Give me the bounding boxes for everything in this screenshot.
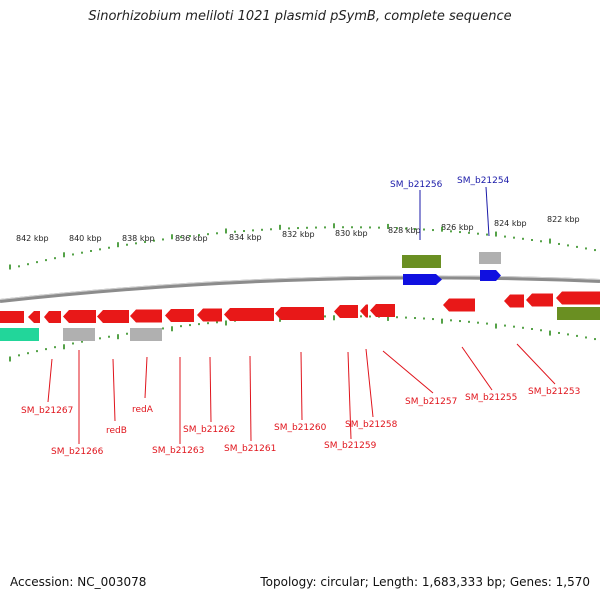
cds-arrows [0, 291, 600, 323]
gene-label-sm-b21255[interactable]: SM_b21255 [465, 393, 517, 403]
cds-arrow [165, 309, 194, 322]
scale-label-828: 828 kbp [388, 226, 421, 235]
cds-arrow [275, 307, 324, 320]
cds-arrow [526, 293, 553, 307]
gene-label-redb[interactable]: redB [106, 426, 127, 436]
scale-label-842: 842 kbp [16, 234, 49, 243]
leader-line-redb [112, 358, 116, 422]
plasmid-backbone-highlight [0, 275, 600, 300]
leader-line-sm-b21259 [347, 351, 352, 440]
map-title: Sinorhizobium meliloti 1021 plasmid pSym… [88, 9, 512, 24]
accession-text: Accession: NC_003078 [10, 575, 147, 589]
scale-label-826: 826 kbp [441, 223, 474, 232]
gene-label-sm-b21258[interactable]: SM_b21258 [345, 420, 398, 430]
scale-label-830: 830 kbp [335, 229, 368, 238]
scale-label-834: 834 kbp [229, 233, 262, 242]
gene-label-sm-b21262[interactable]: SM_b21262 [183, 425, 235, 435]
cds-arrow [130, 309, 162, 323]
cds-arrow [63, 310, 96, 323]
cds-arrow [556, 291, 600, 305]
gene-label-sm-b21266[interactable]: SM_b21266 [51, 447, 104, 457]
gene-label-sm-b21254[interactable]: SM_b21254 [457, 176, 510, 186]
scale-ticks-top [9, 223, 596, 270]
scale-label-840: 840 kbp [69, 234, 102, 243]
feature-grey-bottom-2 [130, 328, 162, 341]
feature-grey-bottom-1 [63, 328, 95, 341]
feature-olive-bottom [557, 307, 600, 320]
gene-label-sm-b21257[interactable]: SM_b21257 [405, 397, 457, 407]
scale-label-836: 836 kbp [175, 234, 208, 243]
leader-line-sm-b21260 [300, 351, 303, 421]
gene-label-sm-b21260[interactable]: SM_b21260 [274, 423, 327, 433]
leader-line-sm-b21254 [485, 186, 490, 237]
leader-line-sm-b21253 [516, 343, 556, 385]
leader-line-sm-b21262 [209, 356, 212, 423]
cds-arrow [44, 311, 61, 323]
gene-label-sm-b21263[interactable]: SM_b21263 [152, 446, 204, 456]
leader-line-sm-b21258 [365, 348, 374, 418]
cds-arrow [0, 311, 24, 323]
cds-arrow [334, 305, 358, 318]
cds-arrow [504, 294, 524, 308]
gene-label-sm-b21259[interactable]: SM_b21259 [324, 441, 377, 451]
topology-summary-text: Topology: circular; Length: 1,683,333 bp… [260, 575, 590, 589]
cds-arrow [360, 304, 368, 318]
leader-line-sm-b21257 [382, 350, 434, 394]
gene-label-sm-b21253[interactable]: SM_b21253 [528, 387, 580, 397]
scale-label-832: 832 kbp [282, 230, 315, 239]
scale-label-824: 824 kbp [494, 219, 527, 228]
cds-arrow [224, 308, 274, 321]
gene-label-sm-b21261[interactable]: SM_b21261 [224, 444, 276, 454]
leader-line-sm-b21261 [249, 355, 252, 442]
feature-teal [0, 328, 39, 341]
feature-blue-sm-b21256 [403, 274, 442, 285]
cds-arrow [370, 304, 395, 317]
plasmid-backbone [0, 275, 600, 303]
cds-arrow [443, 298, 475, 312]
cds-arrow [28, 311, 40, 323]
gene-label-sm-b21267[interactable]: SM_b21267 [21, 406, 73, 416]
scale-label-822: 822 kbp [547, 215, 580, 224]
scale-label-838: 838 kbp [122, 234, 155, 243]
scale-ticks-bottom [9, 315, 596, 362]
cds-arrow [197, 308, 222, 322]
feature-grey-top [479, 252, 501, 264]
leader-line-sm-b21267 [47, 358, 53, 403]
leader-line-reda [144, 356, 148, 399]
gene-label-reda[interactable]: redA [132, 405, 154, 415]
feature-olive-top [402, 255, 441, 268]
feature-blue-sm-b21254 [480, 270, 501, 281]
leader-line-sm-b21255 [461, 346, 493, 391]
cds-arrow [97, 310, 129, 323]
gene-label-sm-b21256[interactable]: SM_b21256 [390, 180, 443, 190]
